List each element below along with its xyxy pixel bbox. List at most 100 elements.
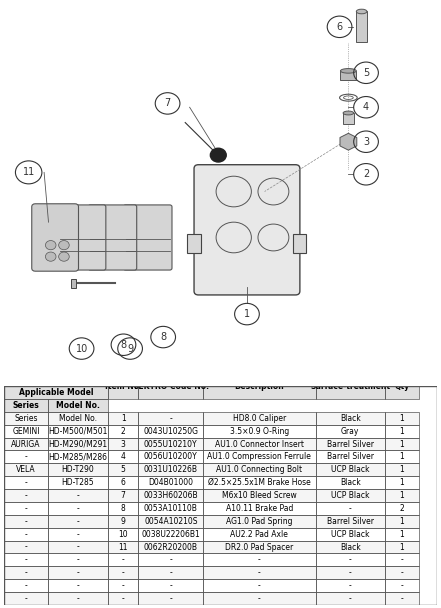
Bar bbox=[108, 451, 138, 463]
Bar bbox=[385, 566, 419, 579]
Text: -: - bbox=[122, 581, 125, 590]
Text: Black: Black bbox=[340, 478, 361, 487]
Text: -: - bbox=[25, 542, 27, 551]
Bar bbox=[4, 566, 48, 579]
Text: Description: Description bbox=[235, 382, 284, 390]
Bar bbox=[4, 386, 108, 399]
Bar bbox=[48, 528, 108, 541]
Bar bbox=[4, 425, 48, 438]
Bar bbox=[4, 489, 48, 502]
Ellipse shape bbox=[343, 111, 354, 115]
Text: 8: 8 bbox=[120, 340, 127, 350]
Bar bbox=[316, 463, 385, 476]
Bar bbox=[138, 515, 203, 528]
Bar bbox=[316, 373, 385, 399]
Bar bbox=[4, 515, 48, 528]
Text: -: - bbox=[25, 517, 27, 526]
Text: -: - bbox=[169, 594, 172, 603]
Text: Series: Series bbox=[13, 401, 39, 410]
Text: -: - bbox=[25, 581, 27, 590]
Bar bbox=[4, 386, 108, 399]
Text: 3: 3 bbox=[363, 137, 369, 147]
Bar bbox=[138, 541, 203, 553]
Text: GEMINI: GEMINI bbox=[12, 427, 40, 436]
Text: TEKTRO Code No.: TEKTRO Code No. bbox=[133, 382, 209, 390]
Text: -: - bbox=[258, 568, 261, 577]
Text: 1: 1 bbox=[244, 309, 250, 319]
Text: -: - bbox=[258, 581, 261, 590]
Bar bbox=[48, 412, 108, 425]
Bar bbox=[203, 463, 316, 476]
Bar bbox=[138, 463, 203, 476]
Text: Black: Black bbox=[340, 542, 361, 551]
Text: Applicable Model: Applicable Model bbox=[19, 388, 93, 397]
Bar bbox=[385, 451, 419, 463]
Text: 6: 6 bbox=[336, 22, 343, 32]
Text: M6x10 Bleed Screw: M6x10 Bleed Screw bbox=[222, 491, 297, 500]
Text: -: - bbox=[76, 555, 79, 564]
Bar bbox=[316, 541, 385, 553]
Bar bbox=[108, 463, 138, 476]
Bar bbox=[108, 528, 138, 541]
Circle shape bbox=[45, 252, 56, 261]
Text: 1: 1 bbox=[400, 440, 404, 449]
Bar bbox=[4, 412, 48, 425]
Bar bbox=[4, 502, 48, 515]
Ellipse shape bbox=[356, 9, 367, 14]
Bar bbox=[385, 412, 419, 425]
Text: Barrel Silver: Barrel Silver bbox=[327, 440, 374, 449]
Text: Black: Black bbox=[340, 414, 361, 423]
Bar bbox=[108, 412, 138, 425]
Bar bbox=[316, 463, 385, 476]
Bar bbox=[316, 528, 385, 541]
Text: 2: 2 bbox=[400, 504, 404, 513]
Bar bbox=[108, 489, 138, 502]
Bar bbox=[316, 502, 385, 515]
Bar bbox=[385, 566, 419, 579]
Bar bbox=[4, 528, 48, 541]
Bar bbox=[203, 541, 316, 553]
Bar bbox=[138, 451, 203, 463]
Bar bbox=[138, 476, 203, 489]
Text: 1: 1 bbox=[400, 452, 404, 461]
Text: Barrel Silver: Barrel Silver bbox=[327, 452, 374, 461]
Text: 5: 5 bbox=[121, 465, 126, 474]
Text: 0056U10200Y: 0056U10200Y bbox=[144, 452, 198, 461]
Text: -: - bbox=[76, 568, 79, 577]
Text: -: - bbox=[25, 452, 27, 461]
Text: -: - bbox=[400, 594, 404, 603]
Bar bbox=[138, 566, 203, 579]
Bar bbox=[385, 502, 419, 515]
Bar bbox=[48, 579, 108, 592]
Bar bbox=[138, 541, 203, 553]
Bar bbox=[316, 515, 385, 528]
Bar bbox=[108, 553, 138, 566]
Bar bbox=[203, 502, 316, 515]
Bar bbox=[138, 412, 203, 425]
Bar bbox=[48, 541, 108, 553]
Bar bbox=[316, 451, 385, 463]
Text: AU1.0 Connector Insert: AU1.0 Connector Insert bbox=[215, 440, 304, 449]
Bar bbox=[385, 438, 419, 451]
Text: 3.5×0.9 O-Ring: 3.5×0.9 O-Ring bbox=[230, 427, 289, 436]
Bar bbox=[138, 515, 203, 528]
Bar bbox=[4, 528, 48, 541]
Text: Surface-treatment: Surface-treatment bbox=[310, 382, 390, 390]
Bar bbox=[4, 451, 48, 463]
Bar bbox=[385, 528, 419, 541]
Bar bbox=[48, 592, 108, 605]
Bar bbox=[108, 502, 138, 515]
Text: AURIGA: AURIGA bbox=[11, 440, 41, 449]
Text: 1: 1 bbox=[400, 414, 404, 423]
Bar bbox=[385, 438, 419, 451]
Bar bbox=[4, 438, 48, 451]
Bar bbox=[138, 451, 203, 463]
Bar bbox=[203, 425, 316, 438]
Bar bbox=[385, 592, 419, 605]
Bar bbox=[4, 463, 48, 476]
Text: 1: 1 bbox=[400, 530, 404, 539]
Bar bbox=[138, 592, 203, 605]
Bar bbox=[203, 373, 316, 399]
Text: 0053A10110B: 0053A10110B bbox=[144, 504, 198, 513]
Text: 11: 11 bbox=[119, 542, 128, 551]
